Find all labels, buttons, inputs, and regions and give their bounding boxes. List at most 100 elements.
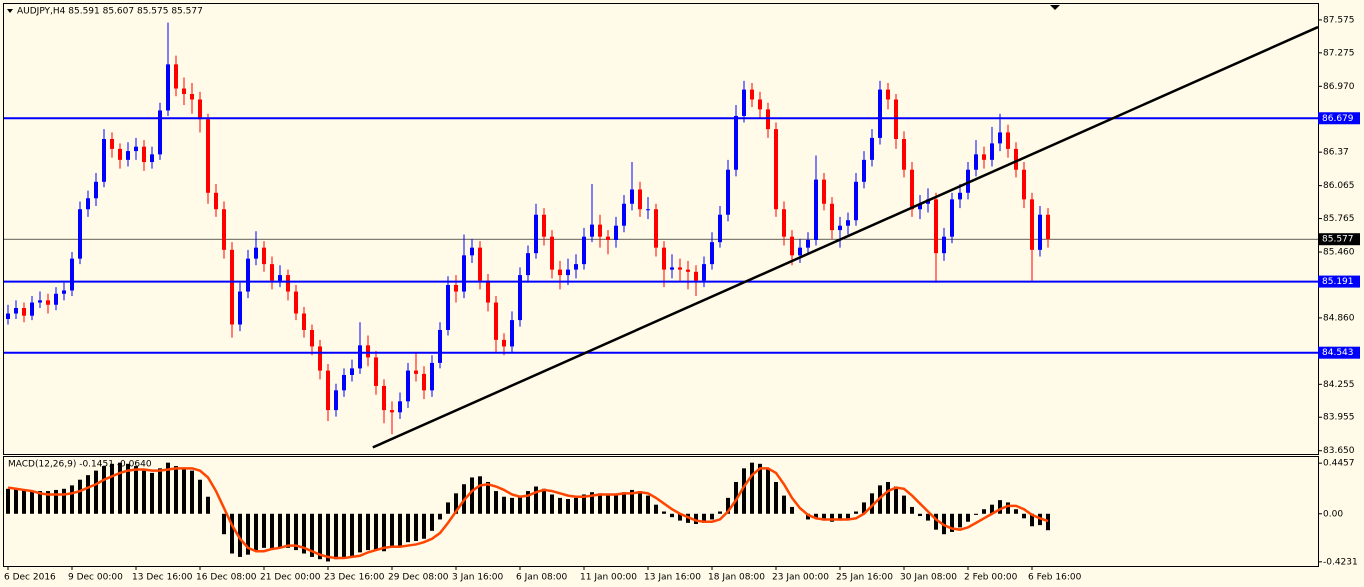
candle-body: [870, 137, 874, 160]
x-tick-label: 16 Dec 08:00: [196, 573, 257, 583]
macd-bar: [806, 513, 810, 520]
candle-body: [254, 247, 258, 259]
candle-body: [950, 199, 954, 237]
candle-body: [310, 329, 314, 347]
candle-body: [78, 209, 82, 259]
candle-body: [502, 339, 506, 347]
macd-bar: [318, 513, 322, 560]
macd-bar: [550, 494, 554, 514]
macd-panel: [3, 456, 1319, 567]
candle-body: [558, 269, 562, 276]
macd-bar: [310, 513, 314, 557]
x-tick-label: 6 Jan 08:00: [516, 573, 568, 583]
macd-bar: [294, 513, 298, 551]
macd-bar: [630, 489, 634, 514]
macd-bar: [558, 497, 562, 514]
candle-body: [262, 247, 266, 265]
macd-bar: [534, 486, 538, 514]
candle-body: [910, 169, 914, 210]
candle-body: [142, 146, 146, 163]
candle-body: [694, 271, 698, 281]
macd-bar: [870, 493, 874, 514]
x-tick-label: 29 Dec 08:00: [388, 573, 449, 583]
macd-bar: [1030, 513, 1034, 527]
candle-body: [774, 129, 778, 210]
macd-bar: [54, 489, 58, 514]
macd-bar: [702, 513, 706, 523]
candle-body: [190, 94, 194, 100]
x-tick-label: 13 Dec 16:00: [132, 573, 193, 583]
x-tick-label: 13 Jan 16:00: [644, 573, 701, 583]
macd-bar: [950, 513, 954, 532]
macd-bar: [742, 468, 746, 514]
macd-bar: [174, 466, 178, 514]
candle-body: [510, 320, 514, 347]
macd-bar: [254, 513, 258, 551]
macd-bar: [918, 513, 922, 517]
candle-body: [702, 264, 706, 281]
candle-body: [878, 89, 882, 138]
macd-bar: [150, 472, 154, 514]
candle-body: [614, 225, 618, 240]
level-label: 85.191: [1322, 277, 1354, 287]
macd-bar: [526, 491, 530, 514]
macd-bar: [926, 513, 930, 521]
macd-bar: [278, 513, 282, 548]
candle-body: [710, 242, 714, 265]
level-label: 86.679: [1322, 114, 1354, 124]
level-label: 84.543: [1322, 348, 1354, 358]
candle-body: [990, 143, 994, 160]
macd-bar: [542, 488, 546, 514]
macd-bar: [766, 468, 770, 514]
macd-bar: [422, 513, 426, 539]
candle-body: [750, 89, 754, 100]
macd-bar: [678, 513, 682, 521]
y-tick-label: 84.255: [1323, 380, 1355, 390]
macd-bar: [582, 494, 586, 514]
candle-body: [446, 284, 450, 330]
macd-bar: [606, 494, 610, 514]
level-label-box: [1318, 275, 1360, 288]
macd-bar: [46, 491, 50, 514]
macd-bar: [726, 497, 730, 514]
candle-body: [998, 132, 1002, 144]
macd-bar: [518, 495, 522, 514]
y-tick-label: 85.460: [1323, 248, 1355, 258]
candle-body: [726, 169, 730, 215]
macd-bar: [382, 513, 386, 552]
y-tick-label: 86.065: [1323, 181, 1355, 191]
macd-bar: [638, 491, 642, 514]
x-tick-label: 2 Feb 00:00: [964, 573, 1018, 583]
macd-bar: [662, 511, 666, 514]
candle-body: [718, 214, 722, 243]
candle-body: [822, 179, 826, 204]
macd-bar: [838, 513, 842, 521]
candle-body: [174, 64, 178, 89]
candle-body: [46, 300, 50, 305]
candle-body: [1038, 214, 1042, 250]
candle-body: [278, 275, 282, 281]
candle-body: [430, 362, 434, 391]
macd-bar: [430, 513, 434, 531]
candle-body: [630, 189, 634, 204]
macd-bar: [566, 499, 570, 514]
candle-body: [982, 154, 986, 160]
macd-bar: [990, 504, 994, 514]
macd-bar: [102, 466, 106, 514]
macd-bar: [846, 513, 850, 519]
candle-body: [678, 267, 682, 270]
macd-bar: [158, 468, 162, 514]
candle-body: [654, 209, 658, 248]
menu-triangle[interactable]: [7, 9, 13, 13]
macd-bar: [958, 513, 962, 528]
candle-body: [462, 255, 466, 292]
candle-body: [742, 89, 746, 116]
x-tick-label: 23 Jan 00:00: [772, 573, 829, 583]
macd-bar: [134, 466, 138, 514]
candle-body: [566, 269, 570, 276]
macd-bar: [494, 491, 498, 514]
macd-bar: [502, 496, 506, 514]
candle-body: [598, 224, 602, 237]
macd-bar: [902, 495, 906, 514]
